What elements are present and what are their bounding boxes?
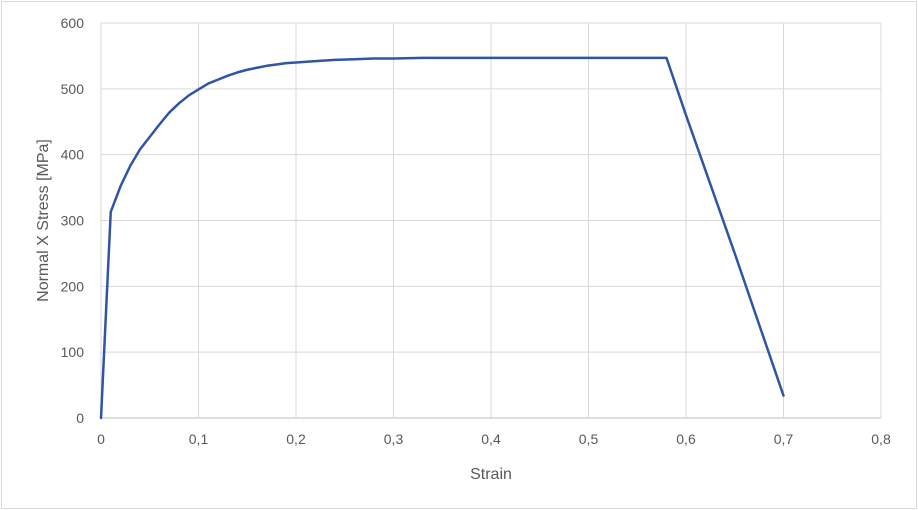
x-tick-label: 0,4	[481, 431, 501, 447]
y-tick-label: 300	[61, 213, 85, 229]
y-tick-label: 500	[61, 81, 85, 97]
grid-lines	[100, 22, 882, 419]
tick-labels: 0 100 200 300 400 500 600 0 0,1 0,2 0,3 0,4 0,5 0,6 0,…	[61, 15, 891, 447]
x-tick-label: 0,7	[774, 431, 794, 447]
series-line	[99, 56, 785, 420]
y-tick-label: 0	[76, 410, 84, 426]
y-tick-label: 100	[61, 344, 85, 360]
x-tick-label: 0,3	[384, 431, 404, 447]
y-tick-label: 600	[61, 15, 85, 31]
x-tick-label: 0	[97, 431, 105, 447]
y-axis-title: Normal X Stress [MPa]	[35, 139, 52, 302]
x-tick-label: 0,1	[189, 431, 209, 447]
x-tick-label: 0,8	[871, 431, 891, 447]
y-tick-label: 200	[61, 278, 85, 294]
x-tick-label: 0,5	[579, 431, 599, 447]
x-tick-label: 0,6	[676, 431, 696, 447]
x-tick-label: 0,2	[286, 431, 306, 447]
y-tick-label: 400	[61, 147, 85, 163]
series-layer	[99, 56, 785, 420]
x-axis-title: Strain	[470, 466, 512, 483]
